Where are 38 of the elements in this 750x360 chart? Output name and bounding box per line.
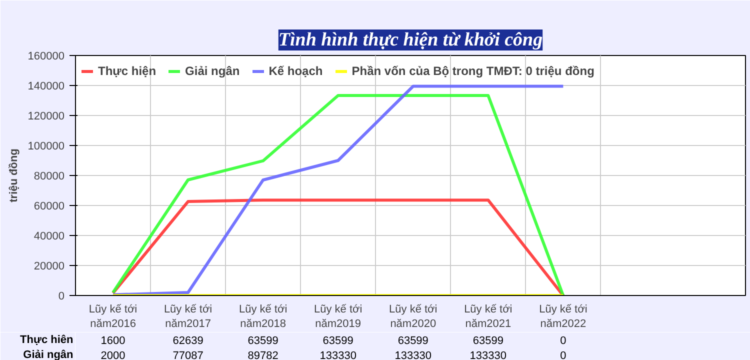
- x-tick-label: Lũy kế tới năm2017: [164, 304, 212, 330]
- data-label: 133330: [470, 350, 507, 360]
- text: Thực hiên: [20, 334, 74, 346]
- y-tick-label: 40000: [34, 230, 65, 242]
- data-label: 63599: [398, 335, 428, 347]
- y-axis-title: triệu đồng: [8, 148, 20, 202]
- data-label: 133330: [320, 350, 356, 360]
- legend-label: Phần vốn của Bộ trong TMĐT: 0 triệu đồng: [352, 64, 594, 78]
- y-tick-label: 80000: [34, 170, 65, 182]
- y-tick-label: 140000: [28, 80, 65, 92]
- x-tick-label: Lũy kế tới năm2018: [238, 304, 288, 330]
- data-label: 63599: [248, 335, 278, 347]
- data-label: 63599: [322, 335, 354, 347]
- data-label: 0: [560, 350, 566, 360]
- x-tick-label: Lũy kế tới năm2019: [314, 304, 362, 330]
- text: Giải ngân: [23, 349, 74, 360]
- data-label: 0: [560, 335, 566, 347]
- legend-label: Giải ngân: [185, 64, 240, 78]
- data-label: 1600: [100, 335, 126, 347]
- x-tick-label: Lũy kế tới năm2016: [88, 304, 138, 330]
- y-tick-label: 100000: [28, 140, 65, 152]
- x-tick-label: Lũy kế tới năm2022: [539, 304, 588, 330]
- data-label: 89782: [248, 350, 278, 360]
- y-tick-label: 0: [58, 290, 65, 302]
- x-tick-label: Lũy kế tới năm2021: [464, 304, 512, 330]
- y-tick-label: 20000: [34, 260, 65, 272]
- data-label: 62639: [172, 335, 204, 347]
- legend-label: Thực hiện: [98, 64, 156, 78]
- legend-label: Kế hoạch: [268, 64, 323, 78]
- data-label: 2000: [100, 350, 126, 360]
- chart-title: Tình hình thực hiện từ khởi công: [278, 30, 543, 50]
- x-tick-label: Lũy kế tới năm2020: [389, 304, 438, 330]
- y-tick-label: 160000: [28, 50, 65, 62]
- y-tick-label: 120000: [28, 110, 65, 122]
- data-label: 63599: [472, 335, 504, 347]
- y-tick-label: 60000: [34, 200, 65, 212]
- data-label: 77087: [172, 350, 204, 360]
- data-label: 133330: [394, 350, 432, 360]
